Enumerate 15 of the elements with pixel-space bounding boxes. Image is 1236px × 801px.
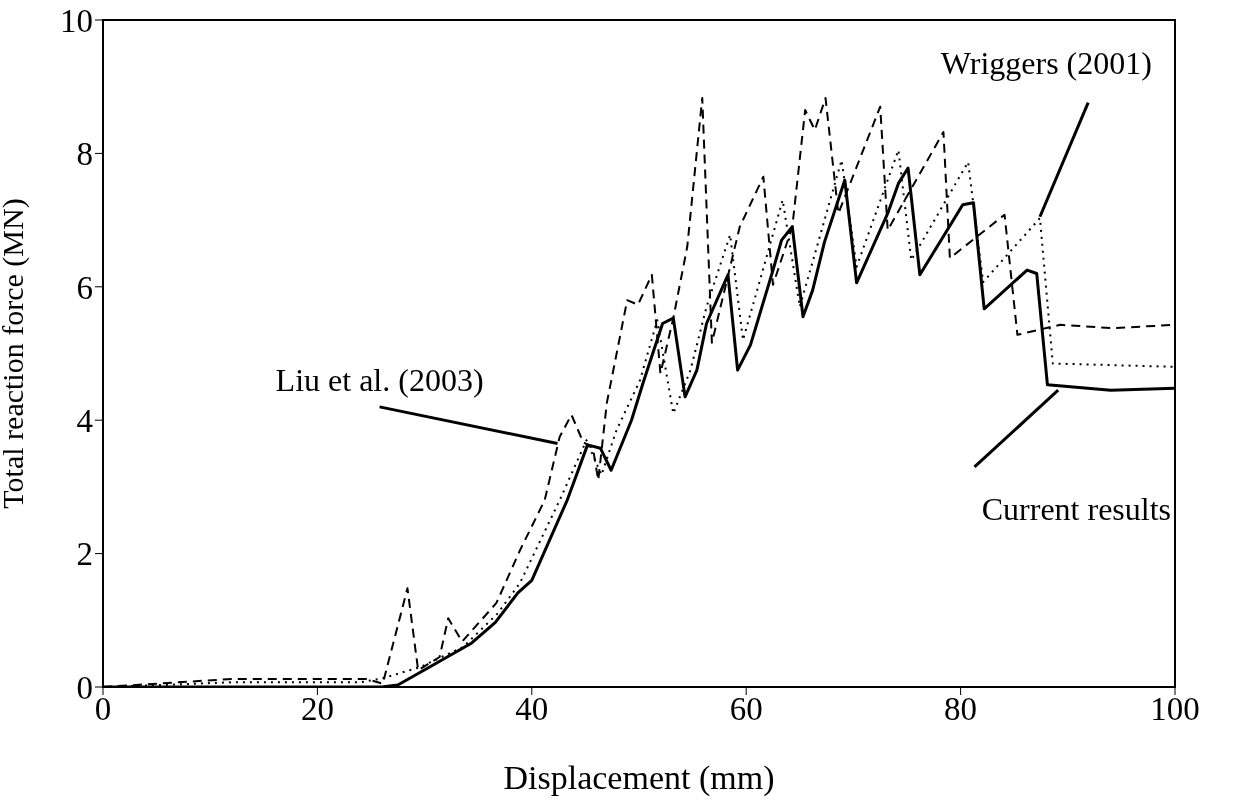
y-axis-title: Total reaction force (MN) [0, 198, 30, 509]
y-tick-label: 10 [60, 2, 93, 39]
x-tick-label: 40 [515, 691, 549, 728]
y-tick-label: 6 [76, 269, 93, 306]
x-tick-label: 80 [944, 691, 978, 728]
y-tick-label: 4 [76, 402, 93, 439]
x-tick-label: 100 [1150, 691, 1200, 728]
x-tick-label: 20 [300, 691, 334, 728]
text: Wriggers (2001) [940, 45, 1152, 82]
y-tick-label: 2 [76, 536, 93, 573]
x-tick-label: 60 [729, 691, 763, 728]
legend-label: Current results [981, 490, 1172, 527]
x-axis-title: Displacement (mm) [503, 759, 775, 797]
y-tick-label: 8 [76, 136, 93, 173]
text: Liu et al. (2003) [275, 361, 484, 398]
